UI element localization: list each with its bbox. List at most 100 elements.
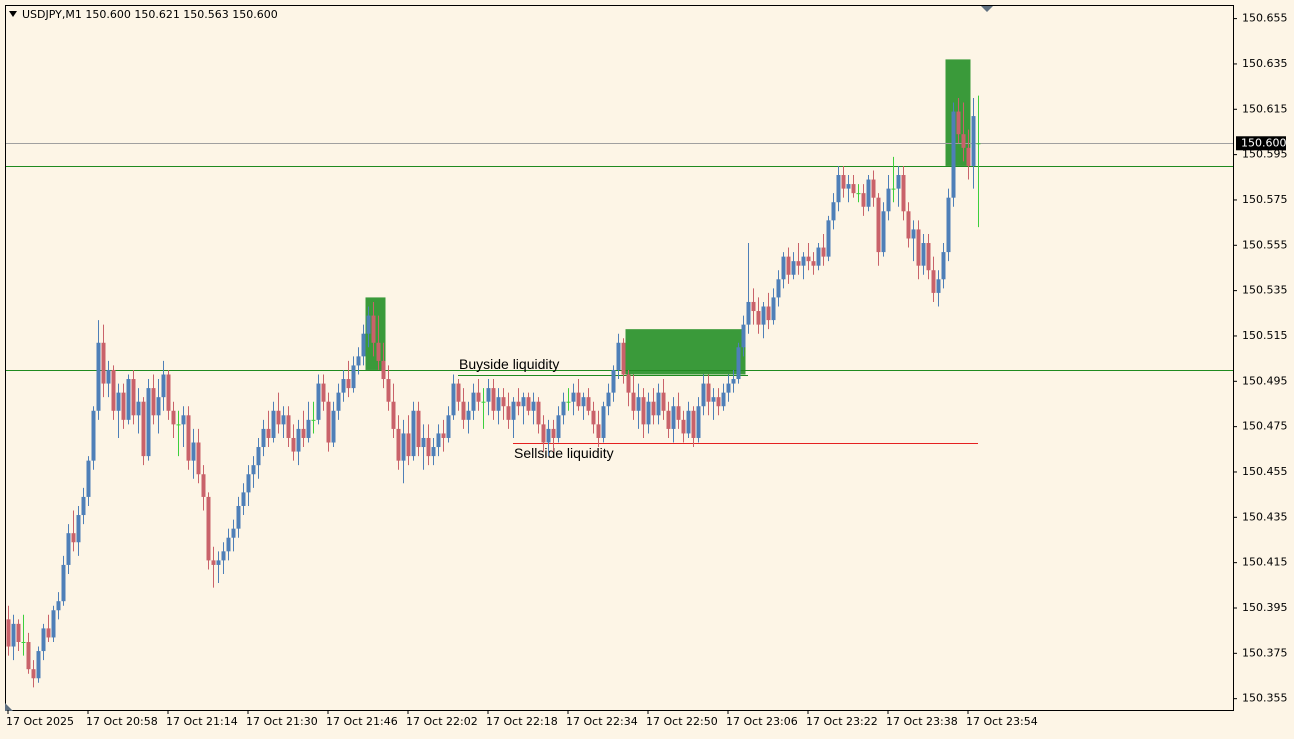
y-tick-label: 150.635	[1242, 57, 1288, 70]
candle-body	[371, 315, 376, 343]
candle-body	[146, 388, 151, 457]
candle-body	[211, 560, 216, 565]
candle-body	[841, 175, 846, 189]
candle-body	[796, 261, 801, 266]
candle-body	[941, 252, 946, 280]
candle-body	[556, 415, 561, 438]
level-label: Buyside liquidity	[459, 356, 559, 372]
candle-body	[356, 356, 361, 366]
candle-body	[406, 433, 411, 457]
candle-body	[891, 188, 896, 190]
candle-body	[91, 410, 96, 461]
candle-body	[771, 297, 776, 321]
candle-body	[346, 379, 351, 389]
candle-body	[31, 669, 36, 679]
candle-body	[806, 256, 811, 262]
x-tick-label: 17 Oct 22:18	[486, 715, 558, 728]
candle-body	[36, 651, 41, 679]
candle-body	[976, 143, 981, 145]
candle-body	[666, 410, 671, 429]
candle-body	[751, 301, 756, 312]
candle-body	[936, 279, 941, 293]
candle-body	[396, 428, 401, 461]
candle-body	[901, 175, 906, 212]
candle-body	[581, 397, 586, 407]
candle-body	[311, 419, 316, 421]
candle-body	[921, 243, 926, 266]
candle-body	[896, 175, 901, 189]
candle-body	[186, 415, 191, 461]
candle-body	[966, 147, 971, 166]
candle-body	[506, 406, 511, 420]
order-block-zone	[625, 329, 746, 375]
candle-body	[161, 374, 166, 398]
candle-body	[6, 619, 11, 647]
candle-body	[546, 428, 551, 443]
candle-body	[261, 428, 266, 448]
candle-body	[126, 379, 131, 420]
candle-body	[766, 306, 771, 321]
candle-body	[156, 397, 161, 416]
candle-body	[721, 392, 726, 407]
candle-body	[541, 424, 546, 443]
candle-body	[871, 179, 876, 198]
candle-body	[501, 397, 506, 407]
candle-body	[521, 397, 526, 407]
candle-body	[756, 311, 761, 325]
candle-body	[61, 564, 66, 602]
candle-body	[96, 342, 101, 411]
candle-body	[151, 388, 156, 416]
candle-body	[761, 306, 766, 325]
candle-body	[576, 392, 581, 407]
x-tick-label: 17 Oct 20:58	[86, 715, 158, 728]
candle-body	[271, 410, 276, 438]
candle-body	[511, 401, 516, 420]
candle-body	[881, 211, 886, 253]
candle-body	[821, 247, 826, 257]
candle-body	[676, 406, 681, 420]
candle-body	[41, 628, 46, 652]
candle-body	[886, 188, 891, 212]
candle-body	[46, 628, 51, 638]
candle-body	[351, 365, 356, 389]
candle-body	[86, 460, 91, 497]
candle-body	[301, 428, 306, 438]
candle-body	[196, 442, 201, 475]
candle-body	[16, 623, 21, 642]
candle-body	[661, 392, 666, 411]
candle-body	[736, 347, 741, 380]
candle-body	[646, 401, 651, 425]
candle-body	[141, 401, 146, 457]
candle-body	[251, 465, 256, 475]
candle-body	[76, 515, 81, 543]
y-tick-label: 150.415	[1242, 556, 1288, 569]
candle-body	[386, 379, 391, 402]
candle-body	[626, 374, 631, 393]
candle-body	[231, 528, 236, 538]
candle-body	[286, 415, 291, 438]
candle-body	[421, 437, 426, 448]
x-tick-label: 17 Oct 22:02	[406, 715, 478, 728]
candle-body	[851, 184, 856, 194]
candle-body	[856, 193, 861, 195]
candle-body	[401, 433, 406, 461]
candle-body	[471, 392, 476, 411]
candle-body	[106, 369, 111, 384]
candle-body	[711, 397, 716, 402]
candle-body	[11, 623, 16, 647]
candle-body	[266, 428, 271, 438]
candle-body	[706, 383, 711, 402]
menu-arrow[interactable]	[9, 11, 17, 17]
marks: Buyside liquidity Sellside liquidity	[6, 59, 1233, 688]
candle-body	[606, 392, 611, 407]
candle-body	[561, 401, 566, 416]
x-tick-label: 17 Oct 23:38	[886, 715, 958, 728]
candle-body	[131, 379, 136, 416]
candle-body	[216, 560, 221, 565]
candle-body	[26, 641, 31, 670]
candle-body	[171, 410, 176, 425]
candle-body	[136, 401, 141, 416]
candle-body	[481, 401, 486, 403]
price-tag-box	[1236, 136, 1286, 151]
